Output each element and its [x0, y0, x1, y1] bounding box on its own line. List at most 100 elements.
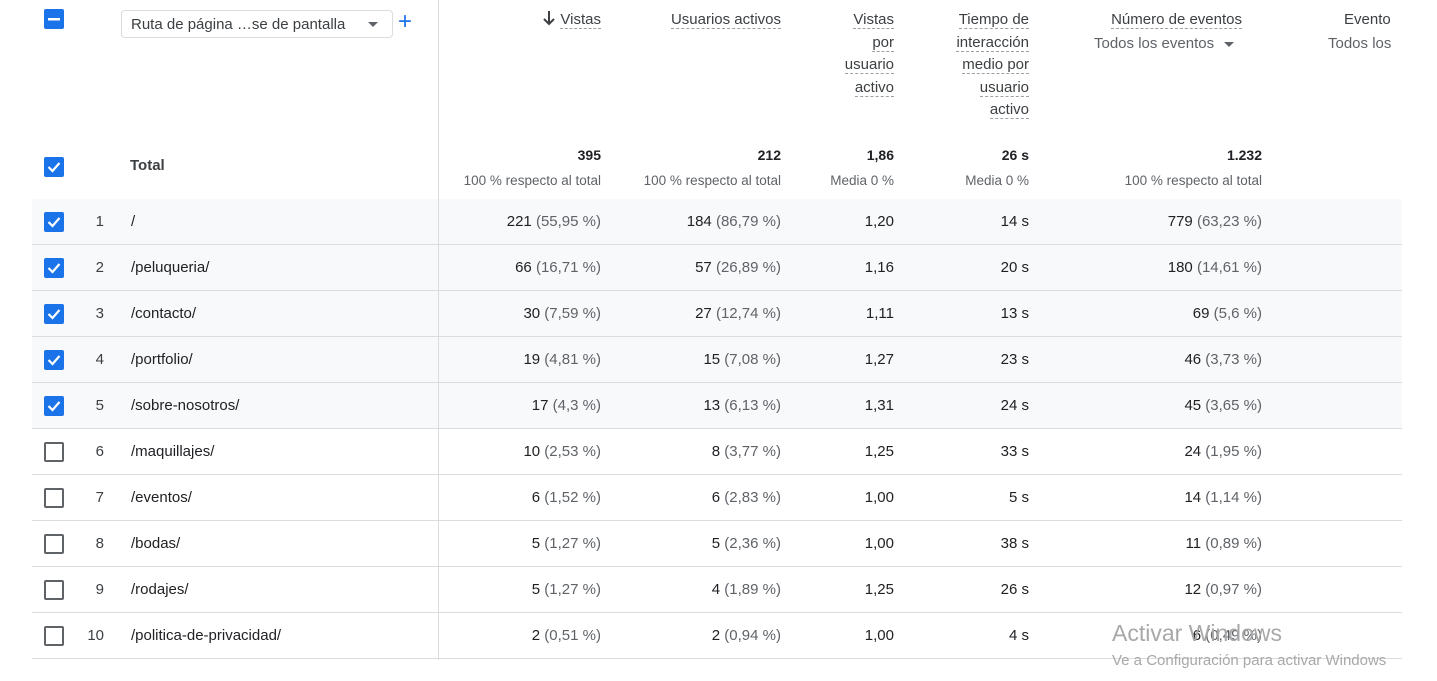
- row-views-per-user: 1,00: [864, 535, 894, 552]
- row-index: 2: [95, 259, 104, 276]
- row-event-count-value: 180: [1167, 259, 1193, 276]
- check-icon: [47, 263, 61, 274]
- column-header-line: por: [872, 33, 894, 52]
- column-header-views[interactable]: Vistas: [512, 9, 601, 32]
- row-views: 10 (2,53 %): [523, 443, 601, 460]
- row-views: 66 (16,71 %): [515, 259, 601, 276]
- row-index: 4: [95, 351, 104, 368]
- row-engagement-time: 14 s: [1000, 213, 1029, 230]
- report-table: Ruta de página …se de pantalla + Vistas …: [32, 0, 1402, 660]
- row-checkbox[interactable]: [44, 258, 64, 278]
- add-dimension-button[interactable]: +: [398, 8, 413, 35]
- minus-icon: [48, 18, 60, 21]
- table-row[interactable]: 5/sobre-nosotros/17 (4,3 %) 13 (6,13 %) 1,…: [32, 383, 1402, 429]
- column-header-active-users[interactable]: Usuarios activos: [632, 9, 781, 32]
- row-active-users-pct: (6,13 %): [724, 397, 781, 414]
- dimension-select[interactable]: Ruta de página …se de pantalla: [121, 10, 393, 38]
- total-checkbox[interactable]: [44, 157, 64, 177]
- table-row[interactable]: 3/contacto/30 (7,59 %) 27 (12,74 %) 1,11 13…: [32, 291, 1402, 337]
- row-index: 10: [87, 627, 104, 644]
- event-filter-select[interactable]: Todos los eventos: [1094, 35, 1235, 52]
- check-icon: [47, 401, 61, 412]
- row-event-count-value: 45: [1184, 397, 1202, 414]
- row-index: 8: [95, 535, 104, 552]
- row-engagement-time: 24 s: [1000, 397, 1029, 414]
- row-event-count: 180 (14,61 %): [1168, 259, 1262, 276]
- column-header-line: usuario: [844, 56, 894, 74]
- row-active-users-value: 8: [711, 443, 721, 460]
- row-engagement-time: 23 s: [1000, 351, 1029, 368]
- windows-activation-subtitle: Ve a Configuración para activar Windows: [1112, 652, 1387, 669]
- table-row[interactable]: 4/portfolio/19 (4,81 %) 15 (7,08 %) 1,27 23…: [32, 337, 1402, 383]
- row-event-count: 24 (1,95 %): [1184, 443, 1262, 460]
- table-row[interactable]: 2/peluqueria/66 (16,71 %) 57 (26,89 %) 1,1…: [32, 245, 1402, 291]
- row-checkbox[interactable]: [44, 534, 64, 554]
- row-active-users: 5 (2,36 %): [712, 535, 781, 552]
- row-views-value: 17: [531, 397, 549, 414]
- row-views-pct: (7,59 %): [544, 305, 601, 322]
- select-all-checkbox[interactable]: [44, 9, 64, 29]
- row-views: 19 (4,81 %): [523, 351, 601, 368]
- total-label: Total: [130, 157, 165, 174]
- row-checkbox[interactable]: [44, 488, 64, 508]
- row-views-per-user: 1,25: [864, 581, 894, 598]
- check-icon: [47, 355, 61, 366]
- row-checkbox[interactable]: [44, 350, 64, 370]
- row-views-pct: (55,95 %): [535, 213, 601, 230]
- row-checkbox[interactable]: [44, 580, 64, 600]
- row-index: 3: [95, 305, 104, 322]
- row-checkbox[interactable]: [44, 304, 64, 324]
- row-checkbox[interactable]: [44, 396, 64, 416]
- row-event-count-value: 14: [1184, 489, 1202, 506]
- row-checkbox[interactable]: [44, 442, 64, 462]
- row-views-pct: (1,27 %): [544, 581, 601, 598]
- column-header-line: activo: [854, 78, 894, 97]
- row-event-count-pct: (14,61 %): [1196, 259, 1262, 276]
- event-filter-label: Todos los eventos: [1094, 35, 1215, 52]
- column-header-events-partial[interactable]: Evento: [1344, 9, 1402, 32]
- total-views-per-user-sub: Media 0 %: [830, 173, 894, 188]
- row-active-users-pct: (7,08 %): [724, 351, 781, 368]
- table-row[interactable]: 7/eventos/6 (1,52 %) 6 (2,83 %) 1,00 5 s 14 …: [32, 475, 1402, 521]
- table-row[interactable]: 1 / 221 (55,95 %) 184 (86,79 %) 1,20 14 s 779 …: [32, 199, 1402, 245]
- row-index: 1: [95, 213, 104, 230]
- row-active-users-pct: (2,36 %): [724, 535, 781, 552]
- row-event-count-pct: (0,89 %): [1205, 535, 1262, 552]
- row-active-users: 8 (3,77 %): [712, 443, 781, 460]
- row-active-users: 6 (2,83 %): [712, 489, 781, 506]
- row-views-per-user: 1,20: [864, 213, 894, 230]
- row-active-users-value: 57: [695, 259, 712, 276]
- row-active-users: 4 (1,89 %): [712, 581, 781, 598]
- row-page-path: /eventos/: [131, 489, 192, 506]
- table-row[interactable]: 10/politica-de-privacidad/2 (0,51 %) 2 (0…: [32, 613, 1402, 659]
- row-active-users: 13 (6,13 %): [703, 397, 781, 414]
- row-views: 5 (1,27 %): [532, 535, 601, 552]
- row-views-per-user: 1,00: [864, 627, 894, 644]
- total-views-sub: 100 % respecto al total: [463, 173, 601, 188]
- table-row[interactable]: 6/maquillajes/10 (2,53 %) 8 (3,77 %) 1,25 3…: [32, 429, 1402, 475]
- row-event-count-value: 24: [1184, 443, 1202, 460]
- row-views-pct: (2,53 %): [544, 443, 601, 460]
- column-header-event-count[interactable]: Número de eventos: [1072, 9, 1242, 32]
- row-page-path: /rodajes/: [131, 581, 189, 598]
- row-checkbox[interactable]: [44, 212, 64, 232]
- row-active-users-value: 5: [711, 535, 721, 552]
- events-partial-filter[interactable]: Todos los: [1328, 35, 1391, 52]
- total-engagement-time-sub: Media 0 %: [965, 173, 1029, 188]
- column-header-views-per-user[interactable]: Vistas por usuario activo: [802, 9, 894, 99]
- events-partial-filter-label: Todos los: [1328, 35, 1392, 52]
- row-views-pct: (0,51 %): [544, 627, 601, 644]
- row-checkbox[interactable]: [44, 626, 64, 646]
- table-row[interactable]: 8/bodas/5 (1,27 %) 5 (2,36 %) 1,00 38 s 11 (…: [32, 521, 1402, 567]
- row-views-per-user: 1,25: [864, 443, 894, 460]
- row-active-users: 184 (86,79 %): [687, 213, 781, 230]
- row-views: 17 (4,3 %): [532, 397, 601, 414]
- total-views-per-user: 1,86: [866, 147, 894, 163]
- row-views-per-user: 1,11: [865, 305, 894, 322]
- table-row[interactable]: 9/rodajes/5 (1,27 %) 4 (1,89 %) 1,25 26 s 12…: [32, 567, 1402, 613]
- row-event-count-pct: (3,65 %): [1205, 397, 1262, 414]
- row-views-value: 30: [523, 305, 541, 322]
- column-header-engagement-time[interactable]: Tiempo de interacción medio por usuario …: [912, 9, 1029, 122]
- column-header-line: activo: [989, 101, 1029, 119]
- row-engagement-time: 13 s: [1000, 305, 1029, 322]
